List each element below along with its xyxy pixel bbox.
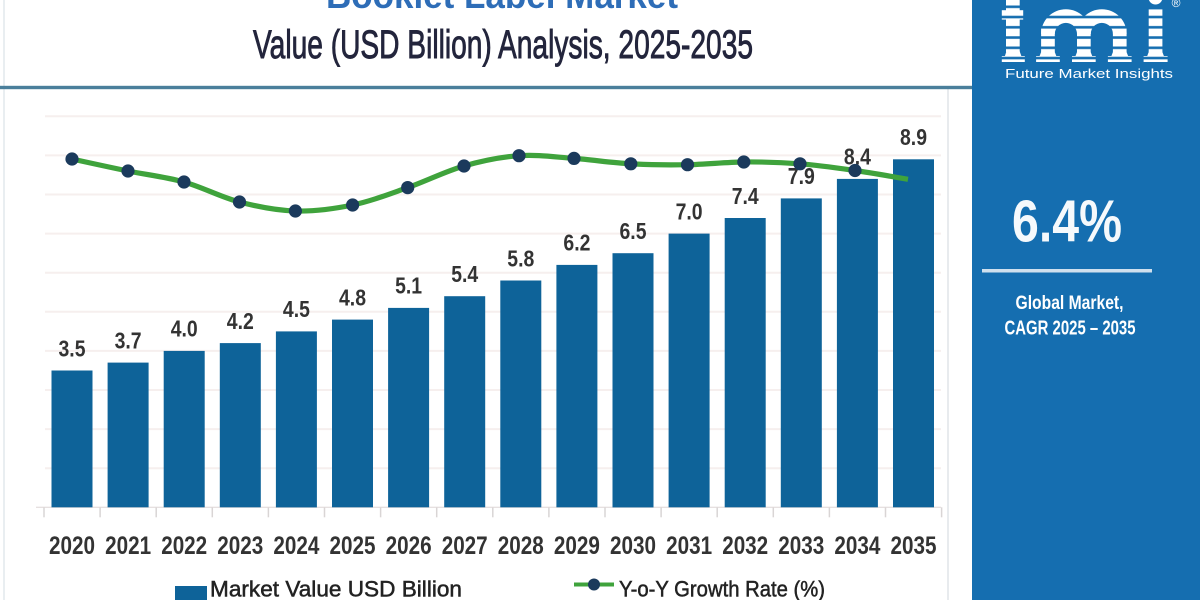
svg-text:2034: 2034 (834, 532, 880, 560)
svg-text:8.9: 8.9 (900, 124, 927, 150)
svg-text:2022: 2022 (161, 532, 207, 560)
svg-text:2029: 2029 (554, 532, 600, 560)
svg-text:2026: 2026 (386, 532, 432, 560)
svg-text:2024: 2024 (273, 532, 319, 560)
svg-text:5.4: 5.4 (451, 261, 478, 287)
svg-text:6.5: 6.5 (620, 218, 647, 244)
svg-text:3.5: 3.5 (59, 335, 86, 361)
svg-text:CAGR 2025 – 2035: CAGR 2025 – 2035 (1005, 318, 1136, 340)
svg-text:2028: 2028 (498, 532, 544, 560)
svg-text:5.8: 5.8 (507, 245, 534, 271)
svg-text:2025: 2025 (330, 532, 376, 560)
svg-text:Value (USD Billion) Analysis,: Value (USD Billion) Analysis, 2025-2035 (253, 23, 753, 67)
svg-text:6.4%: 6.4% (1012, 189, 1122, 255)
svg-text:2030: 2030 (610, 532, 656, 560)
svg-text:2020: 2020 (49, 532, 95, 560)
svg-text:2027: 2027 (442, 532, 488, 560)
svg-text:2021: 2021 (105, 532, 151, 560)
svg-text:Booklet Label Market: Booklet Label Market (326, 0, 678, 16)
svg-text:4.2: 4.2 (227, 308, 254, 334)
svg-text:Market Value USD Billion: Market Value USD Billion (210, 577, 462, 600)
svg-text:3.7: 3.7 (115, 327, 142, 353)
svg-text:7.0: 7.0 (676, 198, 703, 224)
svg-text:2031: 2031 (666, 532, 712, 560)
svg-text:6.2: 6.2 (563, 230, 590, 256)
svg-text:4.8: 4.8 (339, 284, 366, 310)
svg-text:Global Market,: Global Market, (1016, 293, 1124, 314)
svg-text:®: ® (1172, 0, 1181, 10)
svg-text:2023: 2023 (217, 532, 263, 560)
svg-text:7.4: 7.4 (732, 183, 759, 209)
svg-text:2033: 2033 (778, 532, 824, 560)
svg-text:2035: 2035 (891, 532, 937, 560)
svg-text:4.5: 4.5 (283, 296, 310, 322)
svg-text:5.1: 5.1 (395, 273, 422, 299)
svg-text:4.0: 4.0 (171, 316, 198, 342)
svg-text:Future Market Insights: Future Market Insights (1005, 66, 1174, 81)
svg-text:Y-o-Y Growth Rate (%): Y-o-Y Growth Rate (%) (619, 577, 825, 600)
svg-text:2032: 2032 (722, 532, 768, 560)
